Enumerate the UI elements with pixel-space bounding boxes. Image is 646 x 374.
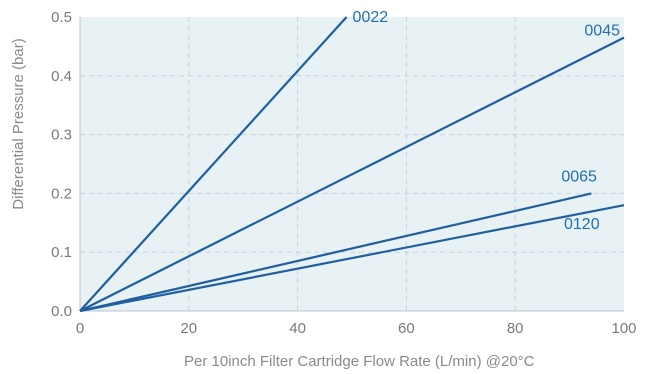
x-tick-label: 80 xyxy=(507,320,524,337)
y-tick-label: 0.1 xyxy=(51,244,72,261)
plot-area xyxy=(80,17,624,311)
y-tick-label: 0.2 xyxy=(51,185,72,202)
x-tick-label: 40 xyxy=(289,320,306,337)
series-line-0120 xyxy=(79,204,625,313)
series-line-0022 xyxy=(79,16,348,312)
x-tick-label: 100 xyxy=(611,320,636,337)
y-tick-label: 0.5 xyxy=(51,9,72,26)
series-lines xyxy=(79,16,625,313)
series-label-0045: 0045 xyxy=(584,23,620,40)
series-label-0065: 0065 xyxy=(561,168,597,185)
y-axis-title: Differential Pressure (bar) xyxy=(10,38,27,209)
grid xyxy=(80,17,624,311)
y-tick-label: 0.4 xyxy=(51,68,72,85)
x-axis-title: Per 10inch Filter Cartridge Flow Rate (L… xyxy=(184,353,535,370)
tick-labels: 0 20 40 60 80 100 0.0 0.1 0.2 0.3 0.4 0.5 xyxy=(51,9,636,337)
y-tick-label: 0.0 xyxy=(51,303,72,320)
series-label-0022: 0022 xyxy=(353,9,389,26)
x-tick-label: 60 xyxy=(398,320,415,337)
axes xyxy=(79,17,624,312)
series-labels: 0022 0045 0065 0120 xyxy=(353,9,621,233)
series-line-0045 xyxy=(79,36,625,312)
y-tick-label: 0.3 xyxy=(51,127,72,144)
series-line-0065 xyxy=(79,192,592,313)
x-tick-label: 0 xyxy=(76,320,84,337)
x-tick-label: 20 xyxy=(180,320,197,337)
series-label-0120: 0120 xyxy=(564,216,600,233)
